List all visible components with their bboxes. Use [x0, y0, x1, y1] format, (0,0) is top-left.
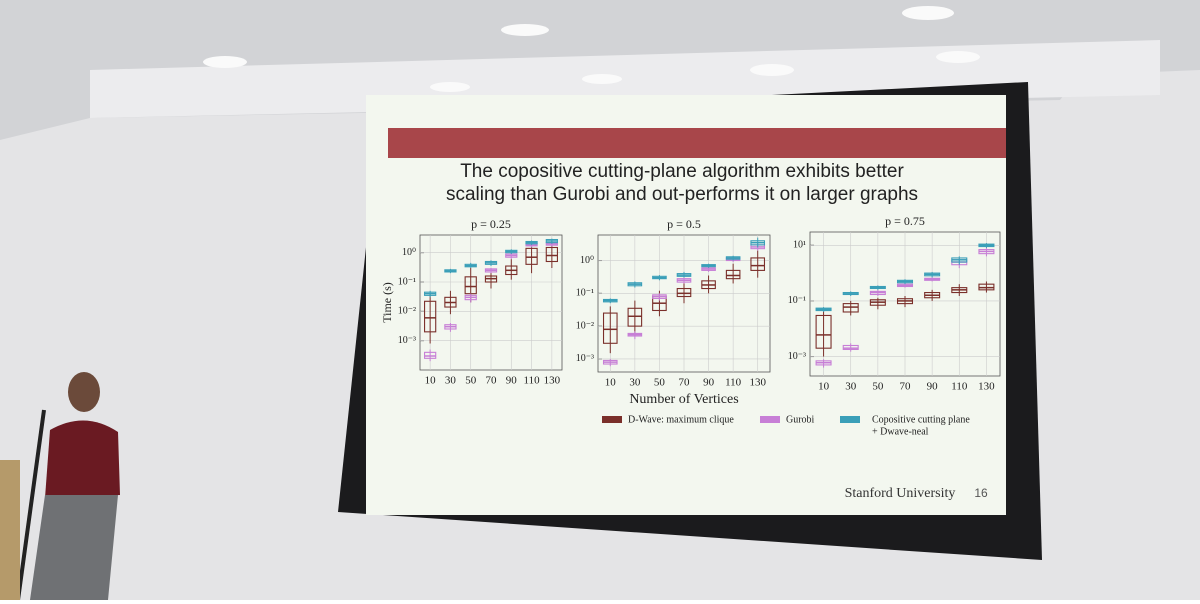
- legend-swatch: [760, 416, 780, 423]
- slide: [366, 95, 1006, 515]
- chart-title: p = 0.25: [471, 217, 511, 231]
- slide-title: The copositive cutting-plane algorithm e…: [460, 161, 904, 182]
- x-tick-label: 130: [749, 377, 766, 389]
- ceiling-light: [750, 64, 794, 76]
- x-tick-label: 30: [629, 377, 641, 389]
- y-tick-label: 10⁻¹: [788, 295, 806, 306]
- box: [676, 287, 692, 298]
- x-tick-label: 50: [465, 375, 477, 387]
- y-tick-label: 10⁻¹: [576, 288, 594, 299]
- box: [525, 247, 538, 265]
- slide-footer: Stanford University: [845, 486, 956, 501]
- x-tick-label: 90: [506, 375, 518, 387]
- box: [627, 307, 643, 327]
- y-axis-label: Time (s): [380, 282, 394, 323]
- x-tick-label: 70: [900, 381, 912, 393]
- legend-label: D-Wave: maximum clique: [628, 414, 734, 425]
- ceiling-light: [203, 56, 247, 68]
- box: [750, 257, 766, 271]
- y-tick-label: 10⁻³: [576, 353, 594, 364]
- x-tick-label: 70: [679, 377, 691, 389]
- y-tick-label: 10⁻³: [788, 351, 806, 362]
- box: [725, 269, 741, 280]
- legend-label: Gurobi: [786, 414, 815, 425]
- ceiling-light: [501, 24, 549, 36]
- x-tick-label: 90: [927, 381, 939, 393]
- box: [815, 314, 832, 349]
- presenter-shirt: [45, 420, 120, 498]
- presenter-head: [68, 372, 100, 412]
- x-tick-label: 50: [872, 381, 884, 393]
- ceiling-light: [582, 74, 622, 84]
- x-tick-label: 130: [544, 375, 561, 387]
- legend-swatch: [602, 416, 622, 423]
- presenter-pants: [30, 495, 118, 600]
- x-axis-label: Number of Vertices: [629, 392, 738, 407]
- x-tick-label: 10: [425, 375, 437, 387]
- slide-header-bar: [388, 128, 1006, 158]
- y-tick-label: 10⁻²: [576, 320, 594, 331]
- box: [545, 246, 558, 263]
- x-tick-label: 90: [703, 377, 715, 389]
- legend-label: + Dwave-neal: [872, 426, 929, 437]
- y-tick-label: 10⁻³: [398, 335, 416, 346]
- ceiling-light: [902, 6, 954, 20]
- y-tick-label: 10⁻¹: [398, 276, 416, 287]
- box: [424, 300, 437, 333]
- chart-title: p = 0.75: [885, 214, 925, 228]
- x-tick-label: 110: [951, 381, 968, 393]
- x-tick-label: 30: [845, 381, 857, 393]
- x-tick-label: 110: [524, 375, 541, 387]
- box: [602, 312, 618, 344]
- legend-label: Copositive cutting plane: [872, 414, 970, 425]
- x-tick-label: 50: [654, 377, 666, 389]
- x-tick-label: 130: [978, 381, 995, 393]
- ceiling-light: [430, 82, 470, 92]
- y-tick-label: 10⁰: [580, 255, 594, 266]
- x-tick-label: 10: [818, 381, 830, 393]
- podium: [0, 460, 20, 600]
- page-number: 16: [974, 486, 988, 500]
- slide-title: scaling than Gurobi and out-performs it …: [446, 184, 918, 205]
- ceiling-light: [936, 51, 980, 63]
- y-tick-label: 10⁻²: [398, 306, 416, 317]
- microphone-stand: [16, 409, 46, 601]
- x-tick-label: 10: [605, 377, 617, 389]
- legend-swatch: [840, 416, 860, 423]
- y-tick-label: 10¹: [793, 240, 806, 251]
- chart-title: p = 0.5: [667, 217, 701, 231]
- presenter: [0, 372, 120, 601]
- y-tick-label: 10⁰: [402, 247, 416, 258]
- legend: D-Wave: maximum clique Gurobi Copositive c…: [602, 414, 970, 437]
- x-tick-label: 30: [445, 375, 457, 387]
- x-tick-label: 110: [725, 377, 742, 389]
- x-tick-label: 70: [486, 375, 498, 387]
